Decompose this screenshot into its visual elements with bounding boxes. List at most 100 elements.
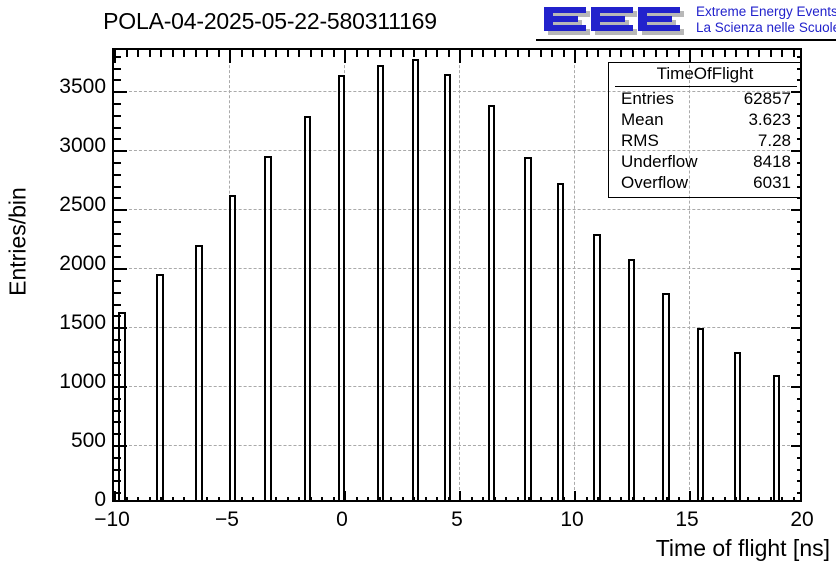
gridline-horizontal <box>114 327 800 329</box>
stats-row: Mean 3.623 <box>609 110 801 130</box>
x-tick-minor-top <box>654 50 657 57</box>
y-tick-major <box>114 268 127 271</box>
x-tick-minor-top <box>677 50 680 57</box>
x-tick-minor <box>643 497 645 500</box>
y-tick-major <box>114 150 127 153</box>
y-tick-minor-right <box>797 492 800 495</box>
x-tick-minor-top <box>516 50 519 57</box>
x-tick-label: 20 <box>790 508 814 531</box>
x-tick-minor-top <box>631 50 634 57</box>
x-tick-minor-top <box>390 50 392 57</box>
x-tick-minor <box>597 497 599 500</box>
y-tick-label: 1500 <box>59 311 106 335</box>
x-tick-minor-top <box>746 50 749 57</box>
x-tick-major-top <box>574 50 576 63</box>
x-tick-minor-top <box>620 50 622 57</box>
stats-row: Underflow 8418 <box>609 152 801 172</box>
x-tick-minor <box>413 497 415 500</box>
x-tick-major-top <box>459 50 461 63</box>
x-tick-minor <box>677 497 680 500</box>
stats-key: Overflow <box>621 173 689 192</box>
x-tick-minor-top <box>493 50 496 57</box>
x-tick-minor-top <box>252 50 254 57</box>
x-tick-minor <box>723 497 726 500</box>
y-axis-tick-labels: 0 500 1000 1500 2000 2500 3000 3500 <box>0 0 106 572</box>
x-tick-minor <box>631 497 634 500</box>
stats-value: 7.28 <box>757 131 791 150</box>
y-tick-minor-right <box>797 138 800 141</box>
x-tick-major <box>459 491 461 500</box>
x-tick-minor <box>505 497 507 500</box>
y-tick-minor <box>114 433 121 436</box>
gridline-horizontal <box>114 445 800 447</box>
y-tick-minor-right <box>797 350 800 353</box>
histogram-bar <box>593 233 601 500</box>
x-tick-minor-top <box>240 50 243 57</box>
eee-logo: Extreme Energy Events La Scienza nelle S… <box>536 2 836 41</box>
y-tick-major-right <box>791 327 800 330</box>
y-tick-minor-right <box>797 67 800 70</box>
y-tick-minor-right <box>797 421 800 424</box>
x-tick-major-top <box>229 50 231 63</box>
stats-row: Overflow 6031 <box>609 173 801 193</box>
x-tick-minor <box>298 497 300 500</box>
y-tick-major <box>114 327 127 330</box>
y-tick-minor-right <box>797 114 800 117</box>
x-tick-label: −10 <box>94 508 130 531</box>
y-tick-minor-right <box>797 480 800 483</box>
y-tick-minor-right <box>797 397 800 400</box>
histogram-bar <box>338 74 346 500</box>
x-tick-minor <box>332 497 335 500</box>
x-tick-minor-top <box>183 50 185 57</box>
y-tick-minor <box>114 126 121 129</box>
stats-value: 3.623 <box>748 110 791 129</box>
y-tick-minor <box>114 397 121 400</box>
x-tick-minor-top <box>309 50 312 57</box>
x-tick-minor-top <box>700 50 703 57</box>
y-tick-label: 1000 <box>59 370 106 394</box>
y-tick-minor-right <box>797 279 800 282</box>
eee-letters-icon <box>544 7 684 35</box>
y-tick-minor <box>114 279 121 282</box>
x-tick-minor-top <box>608 50 611 57</box>
x-tick-label: −5 <box>215 508 239 531</box>
stats-row: Entries 62857 <box>609 89 801 109</box>
y-tick-label: 3000 <box>59 134 106 158</box>
histogram-bar <box>696 328 705 500</box>
y-tick-major <box>114 445 127 448</box>
y-tick-minor-right <box>797 409 800 412</box>
x-tick-minor <box>712 497 714 500</box>
y-tick-label: 0 <box>94 488 106 511</box>
x-tick-minor-top <box>217 50 220 57</box>
y-tick-minor-right <box>797 126 800 129</box>
x-tick-minor-top <box>355 50 358 57</box>
histogram-bar <box>443 73 452 500</box>
plot-area <box>114 50 800 500</box>
x-tick-minor-top <box>436 50 438 57</box>
x-tick-minor-top <box>171 50 174 57</box>
x-tick-minor-top <box>735 50 737 57</box>
stats-key: RMS <box>621 131 659 150</box>
gridline-horizontal <box>114 209 800 211</box>
x-tick-minor <box>792 497 795 500</box>
x-tick-minor <box>700 497 703 500</box>
x-tick-minor-top <box>482 50 484 57</box>
x-tick-major-top <box>344 50 346 63</box>
x-tick-minor <box>206 497 208 500</box>
histogram-bar <box>662 292 670 500</box>
x-tick-minor-top <box>712 50 714 57</box>
x-tick-minor <box>436 497 438 500</box>
x-tick-minor-top <box>275 50 277 57</box>
x-tick-minor <box>148 497 151 500</box>
x-tick-minor <box>367 497 369 500</box>
page-title: POLA-04-2025-05-22-580311169 <box>103 8 437 34</box>
y-tick-minor-right <box>797 232 800 235</box>
y-tick-minor-right <box>797 468 800 471</box>
y-tick-minor-right <box>797 162 800 165</box>
x-tick-minor-top <box>413 50 415 57</box>
stats-key: Underflow <box>621 152 698 171</box>
x-tick-major <box>689 491 691 500</box>
y-tick-minor-right <box>797 315 800 318</box>
y-tick-minor-right <box>797 433 800 436</box>
x-tick-minor-top <box>769 50 772 57</box>
